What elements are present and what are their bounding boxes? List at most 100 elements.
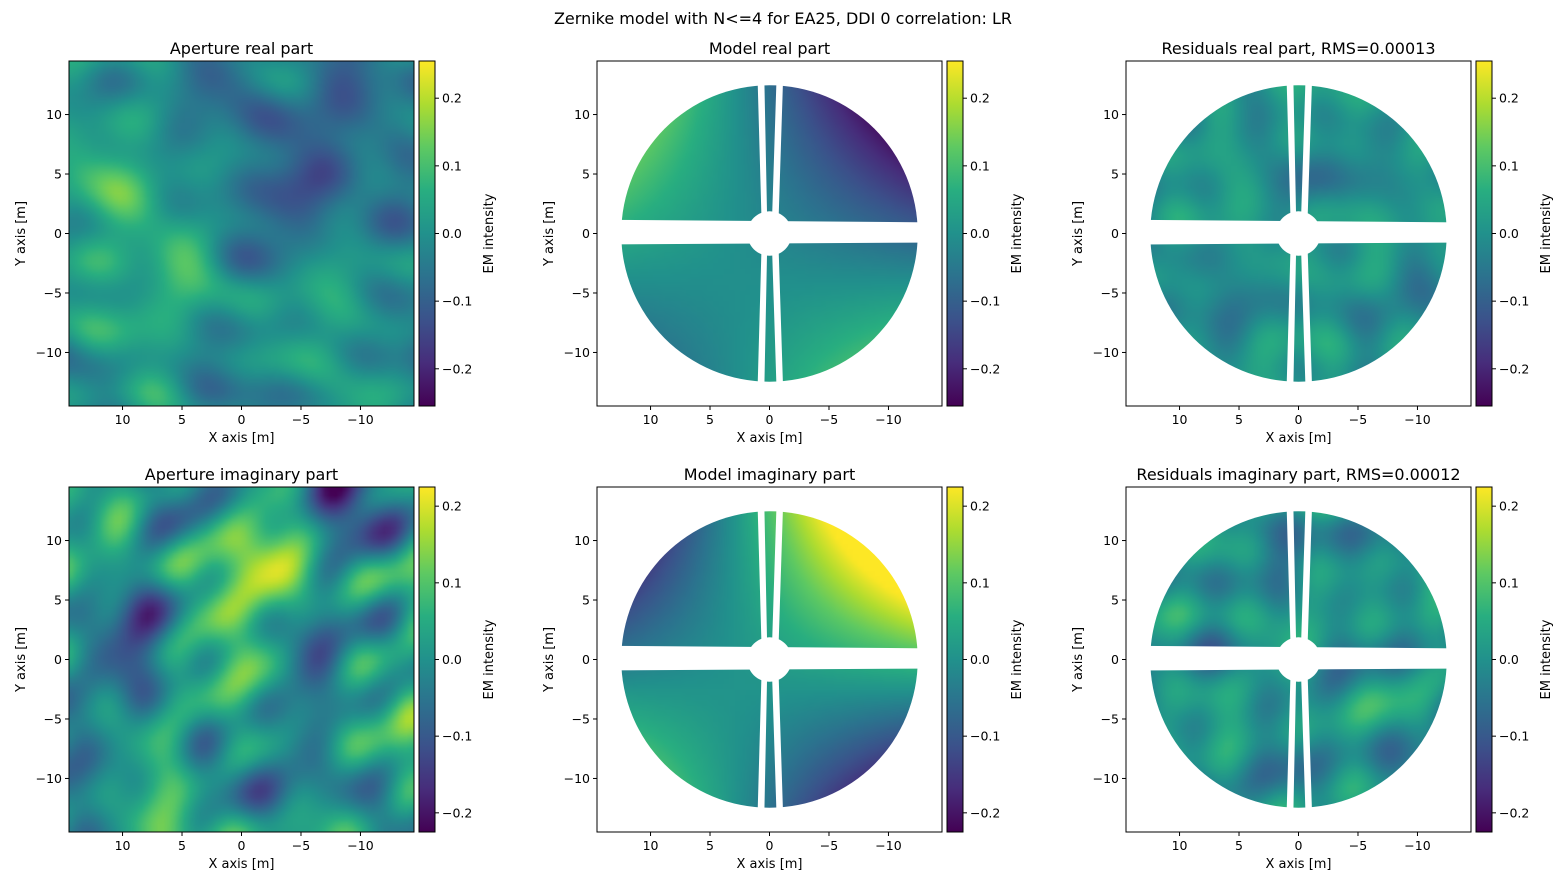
colorbar-tick-label: 0.2 xyxy=(1499,91,1519,106)
y-tick-label: −10 xyxy=(1093,345,1119,360)
y-axis-label: Y axis [m] xyxy=(542,201,557,267)
colorbar-tick-label: −0.2 xyxy=(442,361,472,376)
x-tick-label: 10 xyxy=(1172,412,1188,427)
y-tick-label: 0 xyxy=(1111,652,1119,667)
x-axis-label: X axis [m] xyxy=(736,431,802,446)
colorbar xyxy=(418,486,436,833)
colorbar-tick-label: −0.2 xyxy=(970,805,1000,820)
colorbar-tick-label: 0.0 xyxy=(442,226,462,241)
colorbar-tick-label: 0.1 xyxy=(1499,158,1519,173)
y-tick-label: −5 xyxy=(44,711,62,726)
x-tick-label: 10 xyxy=(115,838,131,853)
x-tick-label: 0 xyxy=(1295,838,1303,853)
y-tick-label: 0 xyxy=(54,226,62,241)
colorbar-label: EM intensity xyxy=(1539,619,1554,699)
x-axis-label: X axis [m] xyxy=(208,857,274,872)
colorbar-tick-label: 0.2 xyxy=(970,91,990,106)
x-tick-label: 10 xyxy=(643,412,659,427)
colorbar-tick-label: 0.1 xyxy=(970,575,990,590)
y-tick-label: −5 xyxy=(1101,711,1119,726)
heatmap-image xyxy=(69,487,414,832)
x-tick-label: 0 xyxy=(1295,412,1303,427)
x-tick-label: 5 xyxy=(178,838,186,853)
y-tick-label: −10 xyxy=(36,771,62,786)
colorbar-tick-label: −0.1 xyxy=(1499,729,1529,744)
y-tick-label: −5 xyxy=(572,285,590,300)
panel-title: Model real part xyxy=(709,39,830,58)
colorbar-tick-label: 0.2 xyxy=(442,499,462,514)
x-tick-label: −10 xyxy=(875,838,901,853)
y-tick-label: 0 xyxy=(582,652,590,667)
y-tick-label: 5 xyxy=(582,167,590,182)
x-axis-label: X axis [m] xyxy=(1265,857,1331,872)
colorbar-tick-label: −0.1 xyxy=(970,294,1000,309)
panel-1: Aperture real part 10 5 0 −5 −10 10 5 0 −5 −10 X ax… xyxy=(14,39,497,446)
heatmap-image xyxy=(597,487,942,832)
y-axis-label: Y axis [m] xyxy=(1071,201,1086,267)
x-tick-label: 5 xyxy=(1235,838,1243,853)
colorbar-tick-label: 0.0 xyxy=(970,652,990,667)
colorbar-label: EM intensity xyxy=(1010,619,1025,699)
colorbar-tick-label: −0.1 xyxy=(970,729,1000,744)
panel-title: Aperture real part xyxy=(170,39,313,58)
x-tick-label: 5 xyxy=(1235,412,1243,427)
x-tick-label: −5 xyxy=(292,412,310,427)
y-axis-label: Y axis [m] xyxy=(1071,627,1086,693)
x-tick-label: −5 xyxy=(1349,838,1367,853)
x-axis-label: X axis [m] xyxy=(736,857,802,872)
panel-title: Residuals imaginary part, RMS=0.00012 xyxy=(1136,465,1460,484)
colorbar-label: EM intensity xyxy=(1539,193,1554,273)
colorbar-tick-label: 0.1 xyxy=(970,158,990,173)
y-tick-label: 5 xyxy=(54,593,62,608)
y-tick-label: 0 xyxy=(1111,226,1119,241)
y-axis-label: Y axis [m] xyxy=(14,627,29,693)
x-tick-label: 0 xyxy=(238,838,246,853)
colorbar-tick-label: −0.1 xyxy=(442,294,472,309)
y-tick-label: 5 xyxy=(54,167,62,182)
figure-suptitle: Zernike model with N<=4 for EA25, DDI 0 … xyxy=(554,9,1012,28)
colorbar-tick-label: −0.2 xyxy=(970,361,1000,376)
x-tick-label: −10 xyxy=(875,412,901,427)
x-tick-label: −10 xyxy=(347,838,373,853)
colorbar-tick-label: 0.1 xyxy=(442,575,462,590)
panel-title: Aperture imaginary part xyxy=(145,465,338,484)
x-tick-label: 5 xyxy=(706,838,714,853)
x-tick-label: 0 xyxy=(238,412,246,427)
colorbar xyxy=(1475,486,1493,833)
panel-3: Residuals real part, RMS=0.00013 10 5 0 −5 −1… xyxy=(1071,39,1554,446)
x-tick-label: 5 xyxy=(706,412,714,427)
y-tick-label: −10 xyxy=(36,345,62,360)
colorbar-tick-label: −0.2 xyxy=(1499,361,1529,376)
x-tick-label: −10 xyxy=(1404,838,1430,853)
colorbar xyxy=(1475,60,1493,407)
x-tick-label: 5 xyxy=(178,412,186,427)
x-tick-label: 10 xyxy=(643,838,659,853)
y-tick-label: 10 xyxy=(1103,107,1119,122)
colorbar-tick-label: 0.2 xyxy=(1499,499,1519,514)
panel-4: Aperture imaginary part 10 5 0 −5 −10 10 5 0 −5 −1… xyxy=(14,465,497,872)
colorbar-tick-label: 0.2 xyxy=(970,499,990,514)
colorbar-tick-label: 0.1 xyxy=(442,158,462,173)
y-tick-label: 0 xyxy=(582,226,590,241)
y-tick-label: −10 xyxy=(1093,771,1119,786)
heatmap-image xyxy=(597,61,942,406)
colorbar-label: EM intensity xyxy=(1010,193,1025,273)
y-tick-label: −5 xyxy=(1101,285,1119,300)
colorbar-tick-label: 0.2 xyxy=(442,91,462,106)
x-tick-label: 10 xyxy=(1172,838,1188,853)
x-axis-label: X axis [m] xyxy=(1265,431,1331,446)
x-tick-label: −10 xyxy=(347,412,373,427)
x-tick-label: 0 xyxy=(766,412,774,427)
colorbar-tick-label: 0.0 xyxy=(970,226,990,241)
colorbar xyxy=(946,486,964,833)
y-tick-label: −5 xyxy=(572,711,590,726)
heatmap-image xyxy=(69,61,414,406)
panel-title: Residuals real part, RMS=0.00013 xyxy=(1161,39,1435,58)
colorbar-label: EM intensity xyxy=(482,619,497,699)
y-tick-label: −10 xyxy=(564,771,590,786)
y-tick-label: 10 xyxy=(1103,533,1119,548)
x-tick-label: −5 xyxy=(292,838,310,853)
y-tick-label: 10 xyxy=(574,533,590,548)
x-tick-label: −5 xyxy=(1349,412,1367,427)
